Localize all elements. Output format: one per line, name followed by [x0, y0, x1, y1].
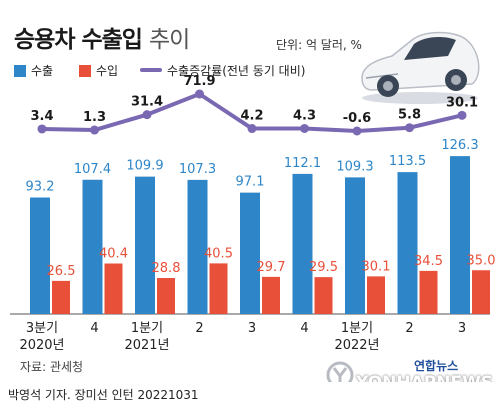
- legend-export-swatch: [14, 65, 26, 77]
- year-label: 2021년: [124, 338, 169, 353]
- page-title: 승용차 수출입 추이: [14, 20, 190, 54]
- x-tick-label: 2: [405, 321, 413, 336]
- growth-point: [457, 110, 467, 120]
- export-value-label: 109.3: [336, 159, 373, 174]
- import-bar: [472, 270, 490, 314]
- import-bar: [314, 277, 333, 314]
- export-bar: [397, 172, 418, 314]
- import-bar: [157, 278, 175, 314]
- export-bar: [240, 192, 260, 314]
- growth-value-label: 1.3: [83, 110, 106, 125]
- growth-point: [405, 123, 414, 133]
- title-main: 승용차 수출입: [14, 27, 143, 53]
- import-value-label: 26.5: [47, 264, 76, 279]
- growth-point: [247, 124, 257, 134]
- import-bar: [262, 276, 280, 314]
- import-value-label: 29.7: [257, 260, 286, 275]
- credit-line: 박영석 기자. 장미선 인턴 20221031: [8, 388, 199, 402]
- import-value-label: 34.5: [414, 254, 443, 269]
- x-tick-label: 1분기: [131, 321, 163, 336]
- x-tick-label: 3: [458, 321, 466, 336]
- x-tick-label: 1분기: [341, 321, 373, 336]
- growth-value-label: 31.4: [131, 95, 163, 110]
- growth-value-label: 4.3: [293, 108, 316, 123]
- legend-growth-label: 수출증감률(전년 동기 대비): [167, 64, 306, 78]
- export-bar: [450, 156, 470, 314]
- growth-value-label: 71.9: [183, 74, 215, 89]
- export-bar: [82, 179, 103, 314]
- x-tick-label: 3분기: [26, 321, 58, 336]
- import-value-label: 40.5: [204, 246, 233, 261]
- export-value-label: 113.5: [389, 154, 426, 169]
- legend-import-swatch: [79, 65, 91, 77]
- growth-point: [300, 123, 309, 133]
- footer-bar: [0, 382, 500, 412]
- growth-value-label: 5.8: [398, 108, 421, 123]
- x-tick-label: 3: [248, 321, 256, 336]
- export-value-label: 112.1: [284, 156, 321, 171]
- year-label: 2020년: [19, 338, 64, 353]
- import-bar: [104, 263, 123, 314]
- import-value-label: 40.4: [99, 247, 128, 262]
- import-value-label: 35.0: [467, 253, 496, 268]
- export-bar: [292, 173, 313, 314]
- legend-export: 수출: [14, 62, 53, 79]
- export-value-label: 107.4: [74, 162, 111, 177]
- export-value-label: 109.9: [126, 159, 163, 174]
- growth-value-label: 30.1: [446, 95, 478, 110]
- legend-growth-swatch: [140, 68, 162, 72]
- x-tick-label: 4: [90, 321, 98, 336]
- export-bar: [30, 197, 50, 314]
- legend-export-label: 수출: [31, 64, 54, 78]
- growth-point: [142, 110, 152, 120]
- export-value-label: 107.3: [179, 162, 216, 177]
- growth-value-label: -0.6: [343, 111, 371, 126]
- logo-korean-text: 연합뉴스: [414, 359, 459, 373]
- x-tick-label: 2: [195, 321, 203, 336]
- legend-import: 수입: [79, 62, 118, 79]
- growth-point: [195, 89, 204, 99]
- export-bar: [345, 177, 365, 314]
- car-illustration-icon: [361, 31, 480, 104]
- export-value-label: 97.1: [236, 175, 265, 190]
- growth-point: [352, 126, 362, 136]
- growth-point: [37, 124, 47, 134]
- growth-point: [90, 125, 99, 135]
- import-bar: [52, 280, 70, 314]
- year-label: 2022년: [334, 338, 379, 353]
- import-bar: [209, 263, 228, 314]
- import-value-label: 29.5: [309, 260, 338, 275]
- export-value-label: 93.2: [26, 180, 55, 195]
- source-note: 자료: 관세청: [20, 360, 84, 374]
- import-bar: [367, 276, 385, 314]
- unit-label: 단위: 억 달러, %: [276, 38, 362, 52]
- title-sub: 추이: [148, 27, 190, 53]
- import-value-label: 28.8: [152, 261, 181, 276]
- export-value-label: 126.3: [441, 138, 478, 153]
- export-bar: [135, 176, 155, 314]
- legend-growth: 수출증감률(전년 동기 대비): [140, 62, 305, 79]
- growth-value-label: 3.4: [30, 109, 53, 124]
- import-bar: [419, 270, 438, 314]
- x-tick-label: 4: [300, 321, 308, 336]
- legend-import-label: 수입: [96, 64, 119, 78]
- growth-value-label: 4.2: [240, 109, 263, 124]
- import-value-label: 30.1: [362, 259, 391, 274]
- export-bar: [187, 179, 208, 314]
